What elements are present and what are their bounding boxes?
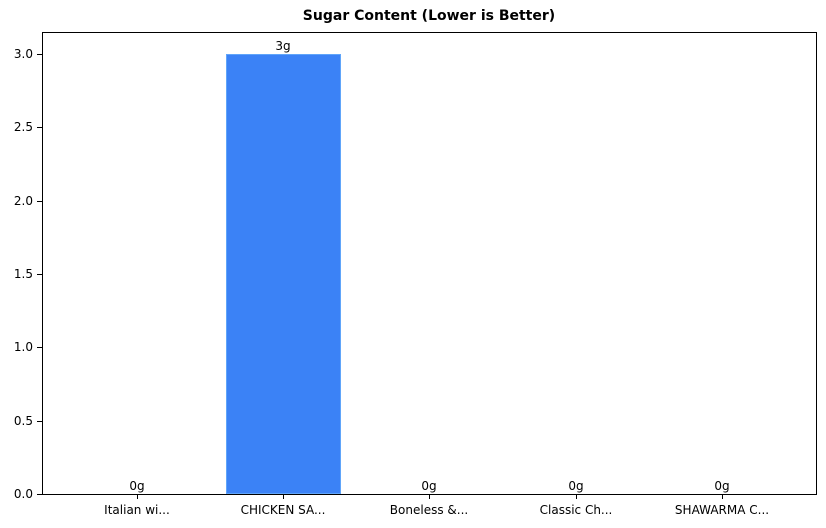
y-tick-mark	[37, 127, 42, 129]
bar-value-label: 0g	[129, 479, 145, 493]
y-tick-mark	[37, 420, 42, 422]
y-tick-label: 0.5	[13, 413, 33, 428]
y-tick-mark	[37, 200, 42, 202]
bar-value-label: 0g	[421, 479, 437, 493]
y-tick-label: 3.0	[13, 47, 33, 61]
x-tick-mark	[429, 494, 430, 499]
y-tick-mark	[37, 347, 42, 349]
bar-value-label: 3g	[275, 39, 291, 53]
x-tick-label: CHICKEN SA...	[240, 503, 326, 517]
x-tick-label: Italian wi...	[104, 503, 170, 517]
x-tick-mark	[283, 494, 284, 499]
bar-value-label: 0g	[568, 479, 584, 493]
y-tick-label: 2.0	[13, 193, 33, 208]
bar-value-label: 0g	[714, 479, 730, 493]
y-tick-mark	[37, 494, 42, 495]
x-tick-label: Boneless &...	[389, 503, 469, 517]
y-tick-mark	[37, 54, 42, 55]
y-tick-label: 1.5	[13, 267, 33, 281]
x-tick-mark	[722, 494, 723, 499]
x-tick-mark	[137, 494, 138, 499]
plot-area	[42, 32, 817, 495]
x-tick-label: SHAWARMA C...	[674, 503, 770, 517]
chart-title: Sugar Content (Lower is Better)	[302, 8, 556, 24]
y-tick-mark	[37, 274, 42, 275]
x-tick-mark	[576, 494, 577, 499]
y-tick-label: 2.5	[13, 120, 33, 135]
y-tick-label: 0.0	[13, 487, 33, 501]
x-tick-label: Classic Ch...	[539, 503, 613, 517]
bar	[225, 54, 341, 494]
y-tick-label: 1.0	[13, 340, 33, 355]
